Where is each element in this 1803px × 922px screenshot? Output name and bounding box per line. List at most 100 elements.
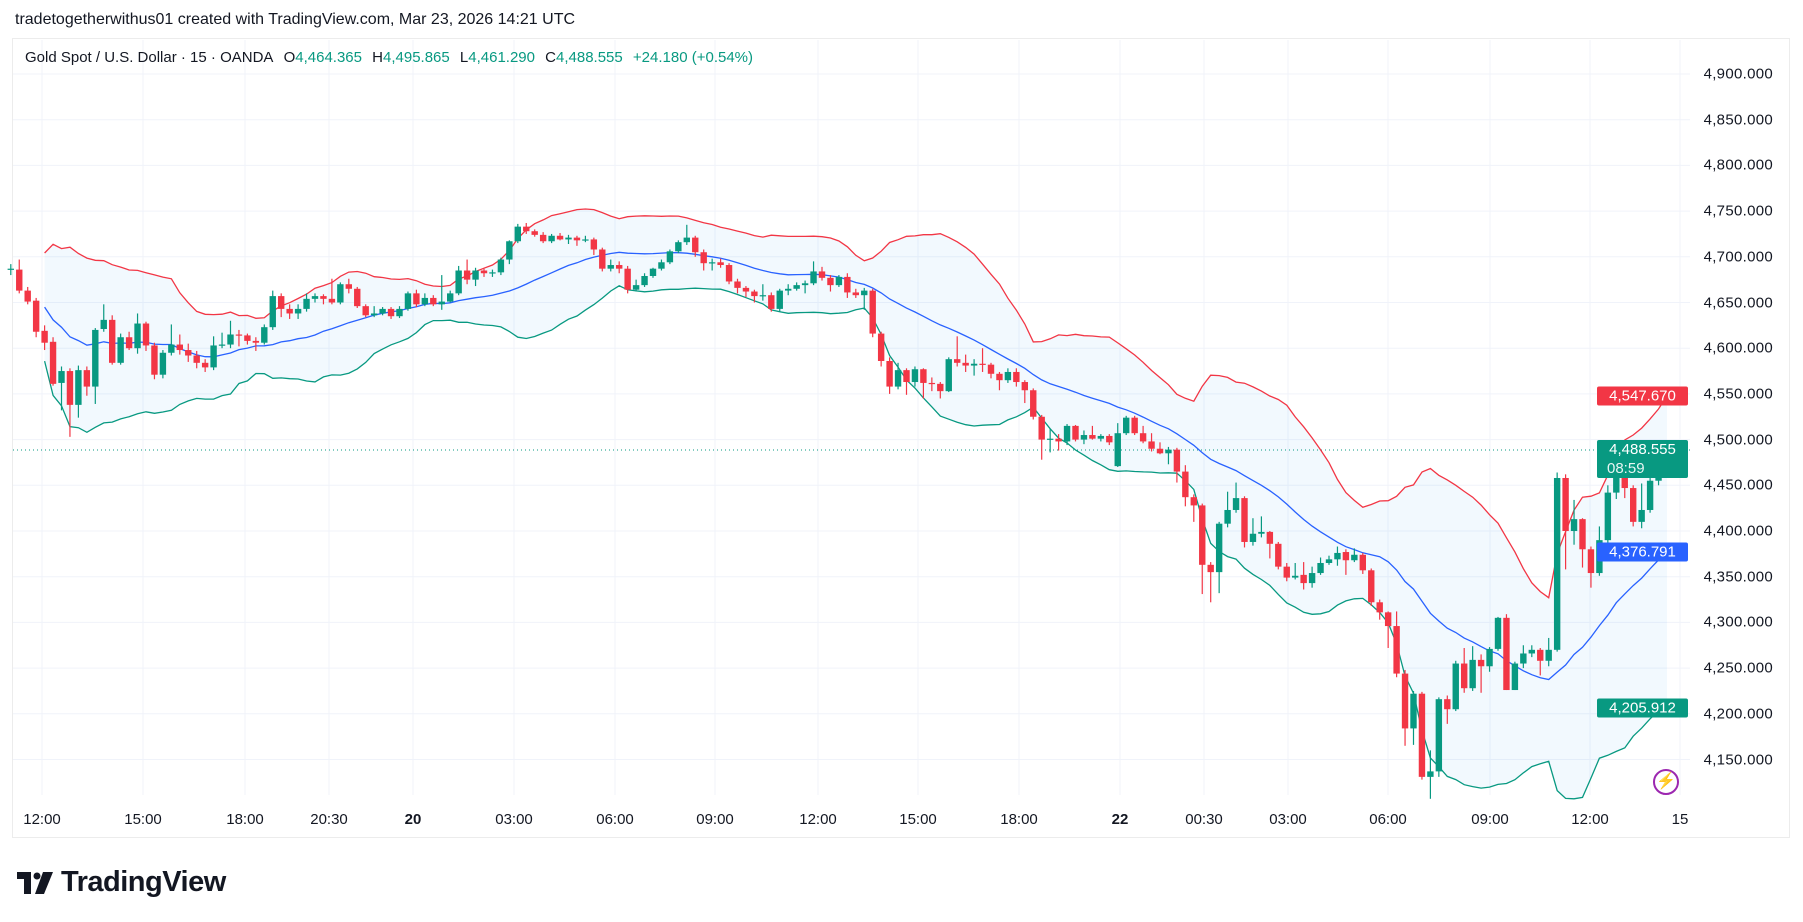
candle bbox=[227, 320, 234, 349]
bollinger-upper-line bbox=[44, 208, 1668, 599]
candle bbox=[1089, 425, 1096, 440]
candle-body bbox=[235, 334, 243, 336]
candle bbox=[1292, 562, 1299, 580]
candle bbox=[1520, 645, 1527, 669]
candle bbox=[109, 315, 116, 365]
candle bbox=[1275, 541, 1282, 570]
candle-body bbox=[438, 301, 445, 305]
candle-body bbox=[708, 262, 716, 264]
candle-body bbox=[539, 234, 547, 242]
candle-body bbox=[641, 275, 648, 286]
candle-body bbox=[370, 313, 378, 316]
candle-body bbox=[1241, 498, 1248, 542]
price-axis-label: 4,450.000 bbox=[1703, 476, 1773, 494]
candle-body bbox=[861, 290, 868, 296]
candle bbox=[548, 233, 555, 244]
candle bbox=[1401, 669, 1409, 746]
candle-body bbox=[1030, 390, 1037, 417]
candle bbox=[438, 275, 445, 310]
candle bbox=[311, 293, 319, 303]
candle-body bbox=[920, 369, 927, 383]
candle bbox=[954, 336, 961, 367]
candle bbox=[793, 282, 800, 291]
candle bbox=[413, 289, 420, 308]
price-axis-label: 4,550.000 bbox=[1703, 385, 1773, 403]
candle bbox=[894, 362, 902, 390]
candle-body bbox=[548, 235, 555, 242]
time-axis-label: 20 bbox=[404, 811, 422, 828]
candle-body bbox=[590, 239, 598, 250]
candle bbox=[1114, 423, 1121, 468]
candle bbox=[1427, 750, 1434, 799]
candle bbox=[1562, 474, 1569, 570]
candle-body bbox=[1072, 425, 1079, 440]
candle-body bbox=[1418, 693, 1426, 777]
candle-body bbox=[1097, 435, 1105, 439]
candle-body bbox=[1292, 575, 1299, 578]
candle-body bbox=[480, 270, 488, 274]
lightning-bolt-icon[interactable]: ⚡ bbox=[1653, 769, 1679, 795]
candle-body bbox=[261, 327, 268, 343]
candle bbox=[903, 368, 910, 395]
candle-body bbox=[1089, 435, 1096, 439]
candle bbox=[387, 307, 395, 319]
candle-body bbox=[1123, 417, 1130, 434]
candle bbox=[1241, 496, 1248, 548]
candle-body bbox=[41, 330, 48, 343]
candle bbox=[717, 258, 724, 268]
candle-body bbox=[1553, 477, 1561, 650]
open-value: 4,464.365 bbox=[295, 49, 362, 66]
high-label: H bbox=[372, 49, 384, 66]
candle-body bbox=[1511, 663, 1519, 691]
candle bbox=[286, 304, 293, 319]
candle bbox=[7, 264, 14, 276]
candle bbox=[506, 240, 513, 265]
candle bbox=[624, 265, 631, 294]
price-axis-label: 4,750.000 bbox=[1703, 202, 1773, 220]
grid bbox=[13, 40, 1690, 795]
candle-body bbox=[404, 293, 412, 309]
symbol-name[interactable]: Gold Spot / U.S. Dollar · 15 · OANDA bbox=[25, 49, 274, 66]
chart-frame bbox=[12, 38, 1790, 838]
candle bbox=[303, 293, 310, 312]
candle-body bbox=[1477, 659, 1485, 667]
candle-body bbox=[497, 259, 505, 273]
candle bbox=[1461, 647, 1468, 693]
candle-body bbox=[1528, 649, 1535, 654]
candle-body bbox=[683, 237, 690, 243]
candle-body bbox=[717, 262, 724, 266]
candle-body bbox=[1055, 438, 1062, 442]
candle-body bbox=[852, 292, 859, 296]
candle bbox=[785, 284, 792, 296]
candle-body bbox=[1427, 771, 1434, 777]
candle bbox=[1511, 661, 1519, 691]
candle bbox=[430, 295, 437, 307]
candle-body bbox=[979, 363, 986, 365]
candle bbox=[1376, 599, 1383, 620]
candle bbox=[911, 366, 919, 387]
candle-body bbox=[700, 252, 707, 264]
candle-body bbox=[565, 237, 572, 240]
candle bbox=[83, 366, 91, 396]
candle-body bbox=[303, 298, 310, 309]
candle-body bbox=[1215, 523, 1223, 573]
candle bbox=[472, 267, 479, 287]
candle-body bbox=[1351, 554, 1358, 561]
candle-body bbox=[514, 226, 521, 242]
candle-body bbox=[1173, 449, 1181, 472]
price-axis-label: 4,150.000 bbox=[1703, 751, 1773, 768]
candle-body bbox=[945, 359, 952, 392]
candles bbox=[7, 222, 1671, 799]
candle bbox=[928, 377, 936, 392]
candle-body bbox=[987, 364, 995, 374]
candle bbox=[599, 247, 606, 272]
candle bbox=[1393, 611, 1400, 678]
tradingview-logo[interactable]: TradingView bbox=[17, 866, 226, 899]
candle-body bbox=[1342, 552, 1350, 561]
candle-body bbox=[1249, 533, 1257, 542]
candle-body bbox=[734, 281, 741, 288]
candle bbox=[869, 288, 876, 338]
candle bbox=[683, 224, 690, 245]
candle bbox=[261, 324, 268, 345]
